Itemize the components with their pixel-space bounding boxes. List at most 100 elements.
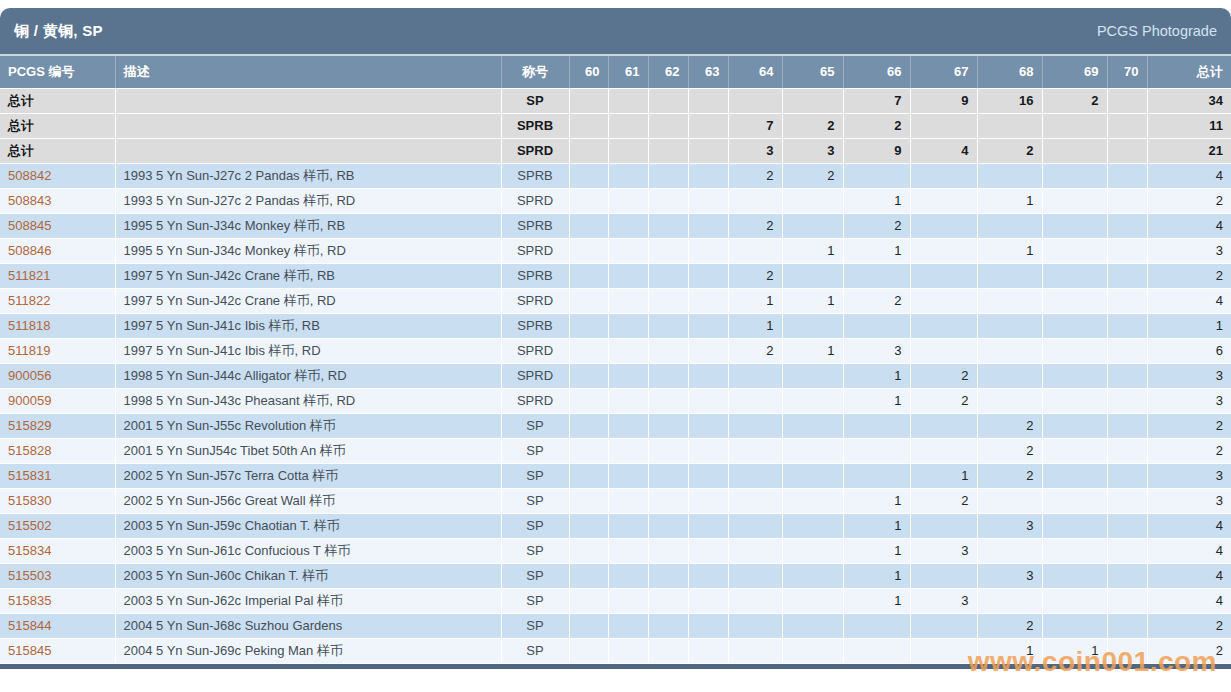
- grade-cell-69: [1042, 513, 1107, 538]
- grade-cell-68: [977, 288, 1042, 313]
- table-row: 5088421993 5 Yn Sun-J27c 2 Pandas 样币, RB…: [0, 163, 1231, 188]
- pcgs-number-link[interactable]: 515835: [0, 588, 115, 613]
- designation-cell: SP: [501, 563, 569, 588]
- grade-cell-68: [977, 163, 1042, 188]
- grade-cell-68: [977, 388, 1042, 413]
- description-cell: 1993 5 Yn Sun-J27c 2 Pandas 样币, RB: [115, 163, 501, 188]
- pcgs-number-link[interactable]: 515834: [0, 538, 115, 563]
- pcgs-number-link[interactable]: 515844: [0, 613, 115, 638]
- total-row: 总计SPRD3394221: [0, 138, 1231, 163]
- grade-cell-70: [1107, 88, 1147, 113]
- pcgs-number-link[interactable]: 511821: [0, 263, 115, 288]
- grade-cell-66: [843, 463, 910, 488]
- row-total-cell: 4: [1147, 538, 1231, 563]
- pcgs-number-link[interactable]: 508845: [0, 213, 115, 238]
- grade-cell-66: [843, 263, 910, 288]
- grade-cell-61: [608, 538, 648, 563]
- grade-cell-68: [977, 363, 1042, 388]
- grade-cell-60: [569, 238, 608, 263]
- table-row: 5118211997 5 Yn Sun-J42c Crane 样币, RBSPR…: [0, 263, 1231, 288]
- grade-cell-70: [1107, 413, 1147, 438]
- grade-cell-67: [910, 413, 977, 438]
- pcgs-number-link[interactable]: 508843: [0, 188, 115, 213]
- pcgs-number-link[interactable]: 511822: [0, 288, 115, 313]
- grade-cell-64: [728, 588, 782, 613]
- grade-cell-70: [1107, 163, 1147, 188]
- grade-cell-70: [1107, 188, 1147, 213]
- grade-cell-61: [608, 263, 648, 288]
- total-label: 总计: [0, 113, 115, 138]
- grade-cell-65: [782, 638, 843, 663]
- pcgs-number-link[interactable]: 515503: [0, 563, 115, 588]
- grade-cell-69: [1042, 313, 1107, 338]
- pcgs-number-link[interactable]: 515828: [0, 438, 115, 463]
- description-cell: 1997 5 Yn Sun-J41c Ibis 样币, RD: [115, 338, 501, 363]
- grade-cell-63: [688, 88, 728, 113]
- grade-cell-61: [608, 563, 648, 588]
- grade-cell-68: 1: [977, 188, 1042, 213]
- grade-cell-64: [728, 388, 782, 413]
- grade-cell-70: [1107, 563, 1147, 588]
- grade-cell-63: [688, 438, 728, 463]
- grade-cell-63: [688, 613, 728, 638]
- grade-cell-63: [688, 638, 728, 663]
- designation-cell: SP: [501, 488, 569, 513]
- grade-cell-70: [1107, 638, 1147, 663]
- table-row: 5088461995 5 Yn Sun-J34c Monkey 样币, RDSP…: [0, 238, 1231, 263]
- pcgs-number-link[interactable]: 515830: [0, 488, 115, 513]
- grade-cell-63: [688, 138, 728, 163]
- grade-cell-63: [688, 413, 728, 438]
- pcgs-number-link[interactable]: 511819: [0, 338, 115, 363]
- pcgs-number-link[interactable]: 515845: [0, 638, 115, 663]
- table-row: 5088431993 5 Yn Sun-J27c 2 Pandas 样币, RD…: [0, 188, 1231, 213]
- grade-cell-68: [977, 588, 1042, 613]
- grade-cell-69: [1042, 238, 1107, 263]
- designation-cell: SP: [501, 613, 569, 638]
- grade-cell-60: [569, 388, 608, 413]
- pcgs-number-link[interactable]: 508846: [0, 238, 115, 263]
- grade-cell-60: [569, 138, 608, 163]
- grade-cell-67: [910, 613, 977, 638]
- pcgs-number-link[interactable]: 515831: [0, 463, 115, 488]
- grade-cell-61: [608, 163, 648, 188]
- pcgs-number-link[interactable]: 515829: [0, 413, 115, 438]
- pcgs-number-link[interactable]: 508842: [0, 163, 115, 188]
- title-bar: 铜 / 黄铜, SP PCGS Photograde: [0, 8, 1231, 56]
- grade-cell-60: [569, 488, 608, 513]
- grade-cell-60: [569, 338, 608, 363]
- row-total-cell: 2: [1147, 438, 1231, 463]
- pcgs-number-link[interactable]: 515502: [0, 513, 115, 538]
- grade-cell-61: [608, 388, 648, 413]
- grade-cell-62: [648, 113, 688, 138]
- grade-cell-60: [569, 413, 608, 438]
- grade-cell-61: [608, 238, 648, 263]
- pcgs-number-link[interactable]: 511818: [0, 313, 115, 338]
- designation-cell: SP: [501, 438, 569, 463]
- row-total-cell: 2: [1147, 638, 1231, 663]
- grade-cell-68: 2: [977, 438, 1042, 463]
- column-header-70: 70: [1107, 56, 1147, 88]
- column-header-designation: 称号: [501, 56, 569, 88]
- table-row: 9000591998 5 Yn Sun-J43c Pheasant 样币, RD…: [0, 388, 1231, 413]
- pcgs-number-link[interactable]: 900059: [0, 388, 115, 413]
- grade-cell-67: [910, 238, 977, 263]
- designation-cell: SPRD: [501, 338, 569, 363]
- grade-cell-70: [1107, 588, 1147, 613]
- grade-cell-67: 3: [910, 538, 977, 563]
- grade-cell-61: [608, 363, 648, 388]
- grade-cell-67: [910, 438, 977, 463]
- pcgs-number-link[interactable]: 900056: [0, 363, 115, 388]
- grade-cell-69: [1042, 363, 1107, 388]
- description-cell: 2002 5 Yn Sun-J57c Terra Cotta 样币: [115, 463, 501, 488]
- grade-cell-66: 1: [843, 513, 910, 538]
- grade-cell-64: 3: [728, 138, 782, 163]
- grade-cell-70: [1107, 338, 1147, 363]
- grade-cell-67: [910, 263, 977, 288]
- grade-cell-67: [910, 513, 977, 538]
- grade-cell-66: 7: [843, 88, 910, 113]
- designation-cell: SPRD: [501, 188, 569, 213]
- grade-cell-67: [910, 163, 977, 188]
- grade-cell-64: [728, 463, 782, 488]
- pcgs-photograde-link[interactable]: PCGS Photograde: [1097, 23, 1217, 39]
- column-header-62: 62: [648, 56, 688, 88]
